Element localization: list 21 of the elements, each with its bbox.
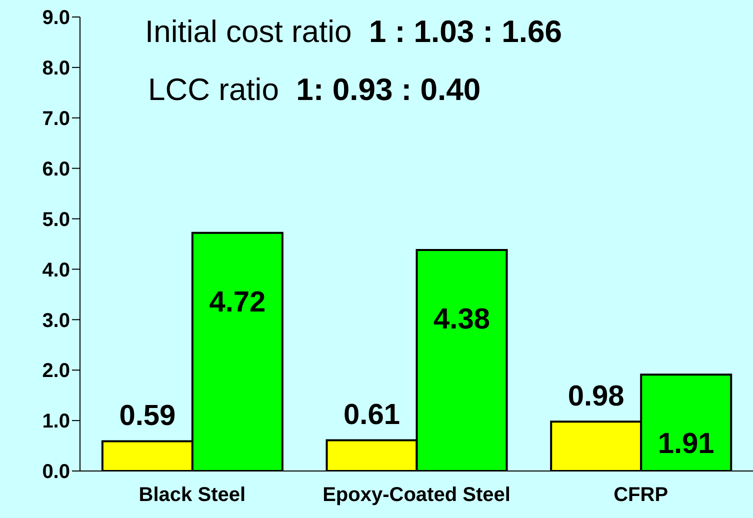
data-label: 0.61 (344, 399, 400, 432)
x-tick-label: CFRP (614, 484, 668, 506)
y-tick-label: 6.0 (42, 158, 70, 180)
data-label: 0.98 (568, 380, 624, 413)
y-tick-label: 3.0 (42, 310, 70, 332)
data-label: 4.38 (434, 304, 490, 336)
y-tick-label: 1.0 (42, 410, 70, 433)
y-tick-label: 7.0 (42, 108, 70, 130)
y-tick-label: 9.0 (42, 7, 70, 30)
data-label: 1.91 (658, 428, 714, 460)
annotation: LCC ratio 1: 0.93 : 0.40 (148, 72, 481, 107)
data-label: 4.72 (209, 286, 266, 318)
data-label: 0.59 (119, 400, 176, 432)
y-tick-label: 4.0 (42, 259, 70, 282)
y-tick-label: 5.0 (42, 208, 70, 231)
x-tick-label: Black Steel (138, 484, 246, 506)
x-tick-label: Epoxy-Coated Steel (322, 484, 510, 506)
y-tick-label: 0.0 (42, 461, 70, 484)
annotation: Initial cost ratio 1 : 1.03 : 1.66 (145, 14, 562, 49)
y-tick-label: 8.0 (42, 58, 70, 80)
y-tick-label: 2.0 (42, 360, 70, 382)
